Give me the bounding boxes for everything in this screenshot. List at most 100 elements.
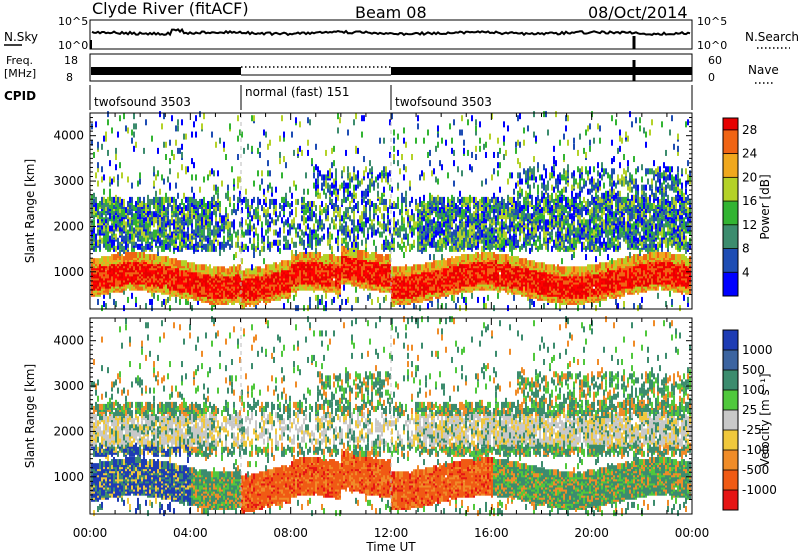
- heatmap-cell: [311, 252, 313, 259]
- heatmap-cell: [215, 205, 217, 212]
- heatmap-cell: [195, 217, 197, 224]
- heatmap-cell: [311, 229, 313, 236]
- heatmap-cell: [369, 223, 371, 230]
- heatmap-cell: [333, 219, 335, 226]
- heatmap-cell: [327, 182, 329, 189]
- heatmap-cell: [207, 243, 209, 250]
- heatmap-cell: [207, 266, 209, 273]
- heatmap-cell: [357, 200, 359, 207]
- heatmap-cell: [153, 280, 155, 287]
- heatmap-cell: [227, 239, 229, 246]
- heatmap-cell: [197, 215, 199, 222]
- heatmap-cell: [101, 223, 103, 230]
- heatmap-cell: [415, 221, 417, 228]
- heatmap-cell: [237, 115, 239, 122]
- heatmap-cell: [223, 266, 225, 273]
- heatmap-cell: [129, 196, 131, 203]
- heatmap-cell: [369, 198, 371, 205]
- heatmap-cell: [189, 213, 191, 220]
- heatmap-cell: [263, 258, 265, 265]
- heatmap-cell: [283, 235, 285, 242]
- heatmap-cell: [289, 243, 291, 250]
- heatmap-cell: [127, 252, 129, 259]
- heatmap-cell: [171, 115, 173, 122]
- heatmap-cell: [147, 198, 149, 205]
- heatmap-cell: [229, 227, 231, 234]
- heatmap-cell: [299, 121, 301, 128]
- heatmap-cell: [163, 196, 165, 203]
- heatmap-cell: [93, 198, 95, 205]
- heatmap-cell: [337, 239, 339, 246]
- heatmap-cell: [341, 215, 343, 222]
- heatmap-cell: [361, 221, 363, 228]
- heatmap-cell: [155, 229, 157, 236]
- heatmap-cell: [387, 225, 389, 232]
- heatmap-cell: [119, 115, 121, 122]
- heatmap-cell: [219, 241, 221, 248]
- heatmap-cell: [133, 252, 135, 259]
- heatmap-cell: [115, 278, 117, 285]
- heatmap-cell: [319, 237, 321, 244]
- heatmap-cell: [181, 260, 183, 267]
- heatmap-cell: [227, 213, 229, 220]
- heatmap-cell: [331, 217, 333, 224]
- heatmap-cell: [101, 237, 103, 244]
- heatmap-cell: [385, 294, 387, 301]
- heatmap-cell: [205, 203, 207, 210]
- heatmap-cell: [289, 223, 291, 230]
- heatmap-cell: [349, 215, 351, 222]
- heatmap-cell: [175, 198, 177, 205]
- heatmap-cell: [211, 196, 213, 203]
- heatmap-cell: [291, 237, 293, 244]
- heatmap-cell: [313, 182, 315, 189]
- heatmap-cell: [187, 298, 189, 305]
- heatmap-cell: [357, 296, 359, 303]
- heatmap-cell: [169, 182, 171, 189]
- heatmap-cell: [361, 178, 363, 185]
- heatmap-cell: [95, 200, 97, 207]
- heatmap-cell: [301, 252, 303, 259]
- heatmap-cell: [335, 237, 337, 244]
- heatmap-cell: [113, 239, 115, 246]
- heatmap-cell: [369, 254, 371, 261]
- heatmap-cell: [367, 184, 369, 191]
- heatmap-cell: [147, 227, 149, 234]
- heatmap-cell: [271, 217, 273, 224]
- heatmap-cell: [387, 239, 389, 246]
- heatmap-cell: [379, 221, 381, 228]
- heatmap-cell: [177, 260, 179, 267]
- heatmap-cell: [277, 231, 279, 238]
- heatmap-cell: [287, 217, 289, 224]
- heatmap-cell: [353, 219, 355, 226]
- heatmap-cell: [193, 262, 195, 269]
- heatmap-cell: [175, 125, 177, 132]
- heatmap-cell: [321, 256, 323, 263]
- heatmap-cell: [95, 239, 97, 246]
- heatmap-cell: [393, 137, 395, 144]
- heatmap-cell: [165, 284, 167, 291]
- heatmap-cell: [211, 203, 213, 210]
- heatmap-cell: [171, 258, 173, 265]
- heatmap-cell: [113, 209, 115, 216]
- heatmap-cell: [337, 256, 339, 263]
- heatmap-cell: [133, 264, 135, 271]
- heatmap-cell: [423, 225, 425, 232]
- heatmap-cell: [95, 233, 97, 240]
- heatmap-cell: [163, 178, 165, 185]
- heatmap-cell: [169, 241, 171, 248]
- heatmap-cell: [173, 282, 175, 289]
- heatmap-cell: [115, 215, 117, 222]
- heatmap-cell: [207, 200, 209, 207]
- heatmap-cell: [379, 254, 381, 261]
- heatmap-cell: [267, 219, 269, 226]
- heatmap-cell: [193, 192, 195, 199]
- heatmap-cell: [137, 235, 139, 242]
- heatmap-cell: [303, 252, 305, 259]
- heatmap-cell: [359, 225, 361, 232]
- heatmap-cell: [199, 219, 201, 226]
- heatmap-cell: [269, 264, 271, 271]
- heatmap-cell: [135, 264, 137, 271]
- heatmap-cell: [379, 196, 381, 203]
- heatmap-cell: [427, 200, 429, 207]
- heatmap-cell: [91, 139, 93, 146]
